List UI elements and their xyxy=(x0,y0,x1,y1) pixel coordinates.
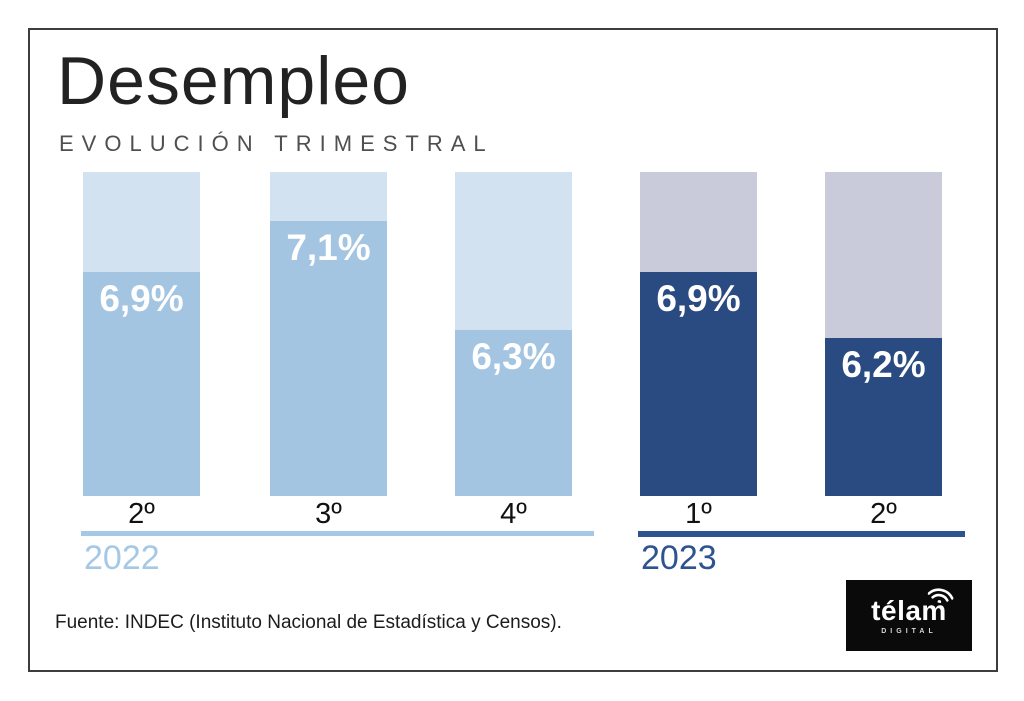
bar-value-label: 6,9% xyxy=(99,278,184,319)
bar-value-label: 7,1% xyxy=(286,227,371,268)
logo-wordmark: télam xyxy=(871,595,947,626)
wifi-signal-icon xyxy=(927,588,954,604)
bar-fill-segment xyxy=(270,221,387,496)
source-note: Fuente: INDEC (Instituto Nacional de Est… xyxy=(55,612,562,633)
telam-logo: télam DIGITAL xyxy=(846,580,972,651)
page-subtitle: EVOLUCIÓN TRIMESTRAL xyxy=(59,131,494,156)
bar-2022-q2: 6,9% xyxy=(83,172,200,496)
bar-2022-q4: 6,3% xyxy=(455,172,572,496)
axis-label-quarter-2022-4: 4º xyxy=(500,498,527,530)
axis-label-quarter-2023-1: 1º xyxy=(685,498,712,530)
axis-label-quarter-2022-3: 3º xyxy=(315,498,342,530)
bar-value-label: 6,2% xyxy=(841,344,926,385)
axis-line-2022 xyxy=(81,531,594,536)
bar-2023-q1: 6,9% xyxy=(640,172,757,496)
bar-fill-segment xyxy=(83,272,200,496)
axis-label-quarter-2023-2: 2º xyxy=(870,498,897,530)
axis-label-quarter-2022-2: 2º xyxy=(128,498,155,530)
bar-2022-q3: 7,1% xyxy=(270,172,387,496)
logo-sub-label: DIGITAL xyxy=(881,628,937,635)
bar-fill-segment xyxy=(825,338,942,496)
year-label-2023: 2023 xyxy=(641,539,717,577)
bar-fill-segment xyxy=(640,272,757,496)
year-label-2022: 2022 xyxy=(84,539,160,577)
page-title: Desempleo xyxy=(57,43,410,119)
bar-value-label: 6,9% xyxy=(656,278,741,319)
bar-value-label: 6,3% xyxy=(471,336,556,377)
axis-line-2023 xyxy=(638,531,965,537)
bar-fill-segment xyxy=(455,330,572,496)
bar-2023-q2: 6,2% xyxy=(825,172,942,496)
